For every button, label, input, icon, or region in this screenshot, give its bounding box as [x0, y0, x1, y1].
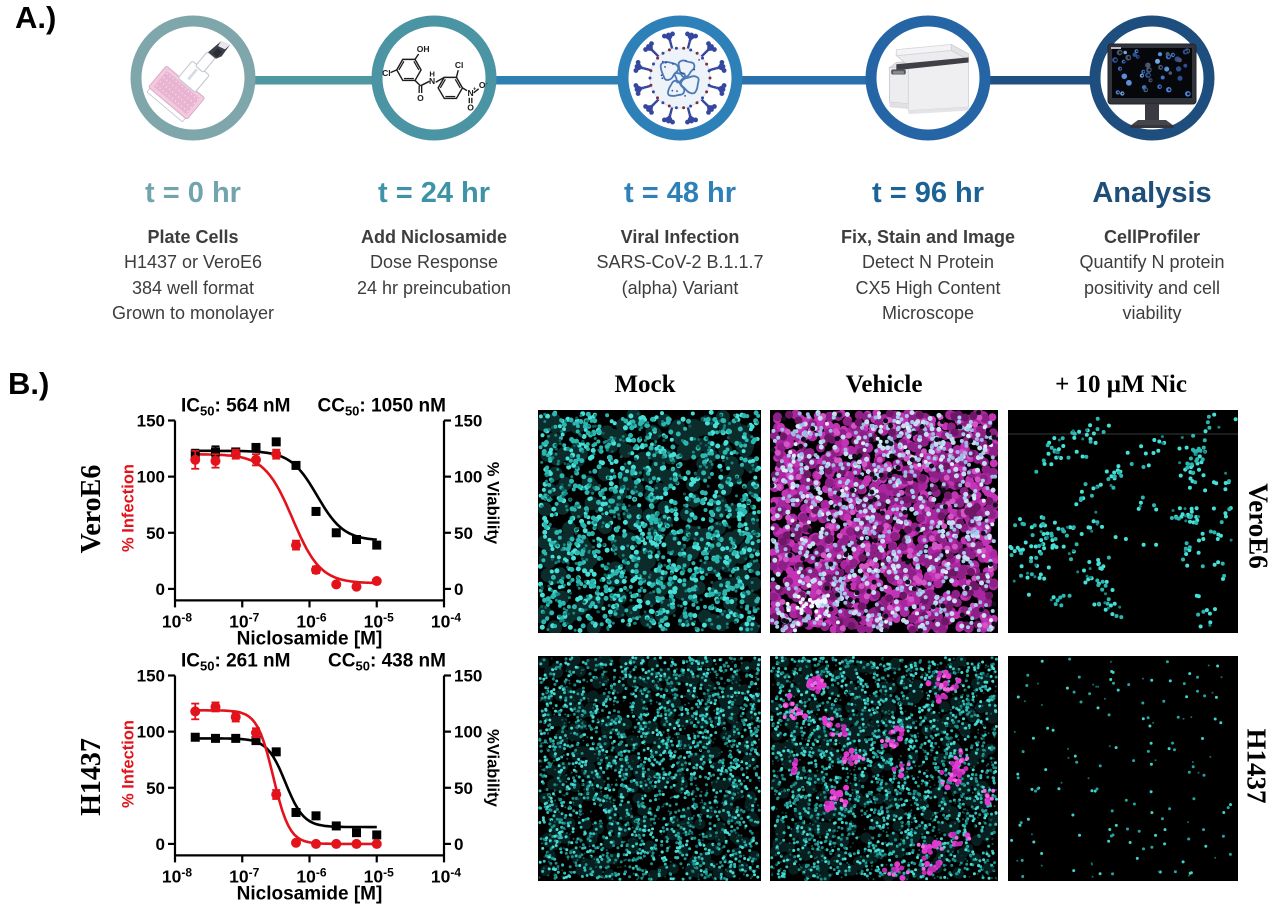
svg-text:Niclosamide [M]: Niclosamide [M]	[237, 628, 383, 649]
svg-text:CC50: 1050 nM: CC50: 1050 nM	[317, 396, 446, 419]
svg-text:10-8: 10-8	[162, 865, 192, 886]
svg-text:OH: OH	[417, 44, 430, 54]
svg-text:10-4: 10-4	[431, 865, 461, 886]
svg-text:150: 150	[454, 667, 482, 686]
svg-text:100: 100	[454, 723, 482, 742]
svg-text:0: 0	[454, 835, 463, 854]
svg-text:50: 50	[454, 779, 473, 798]
svg-text:50: 50	[454, 524, 473, 543]
svg-text:+: +	[473, 87, 476, 93]
svg-text:150: 150	[137, 667, 165, 686]
svg-text:0: 0	[454, 580, 463, 599]
svg-text:O: O	[467, 102, 474, 112]
svg-text:Niclosamide [M]: Niclosamide [M]	[237, 883, 383, 904]
svg-text:O: O	[417, 93, 424, 103]
svg-text:Cl: Cl	[455, 60, 464, 70]
svg-text:150: 150	[454, 412, 482, 431]
svg-text:10-8: 10-8	[162, 610, 192, 631]
svg-text:IC50: 261 nM: IC50: 261 nM	[181, 651, 291, 674]
svg-text:-: -	[486, 80, 488, 86]
svg-text:100: 100	[137, 723, 165, 742]
svg-text:100: 100	[137, 468, 165, 487]
svg-text:H: H	[429, 69, 435, 78]
svg-text:0: 0	[156, 835, 165, 854]
svg-text:N: N	[429, 76, 435, 86]
svg-text:100: 100	[454, 468, 482, 487]
svg-text:IC50: 564 nM: IC50: 564 nM	[181, 396, 291, 419]
svg-text:N: N	[467, 88, 473, 98]
svg-text:Cl: Cl	[382, 68, 391, 78]
svg-text:150: 150	[137, 412, 165, 431]
svg-text:0: 0	[156, 580, 165, 599]
svg-text:50: 50	[146, 524, 165, 543]
svg-text:CC50: 438 nM: CC50: 438 nM	[328, 651, 446, 674]
svg-text:50: 50	[146, 779, 165, 798]
svg-text:10-4: 10-4	[431, 610, 461, 631]
svg-text:O: O	[479, 80, 486, 90]
